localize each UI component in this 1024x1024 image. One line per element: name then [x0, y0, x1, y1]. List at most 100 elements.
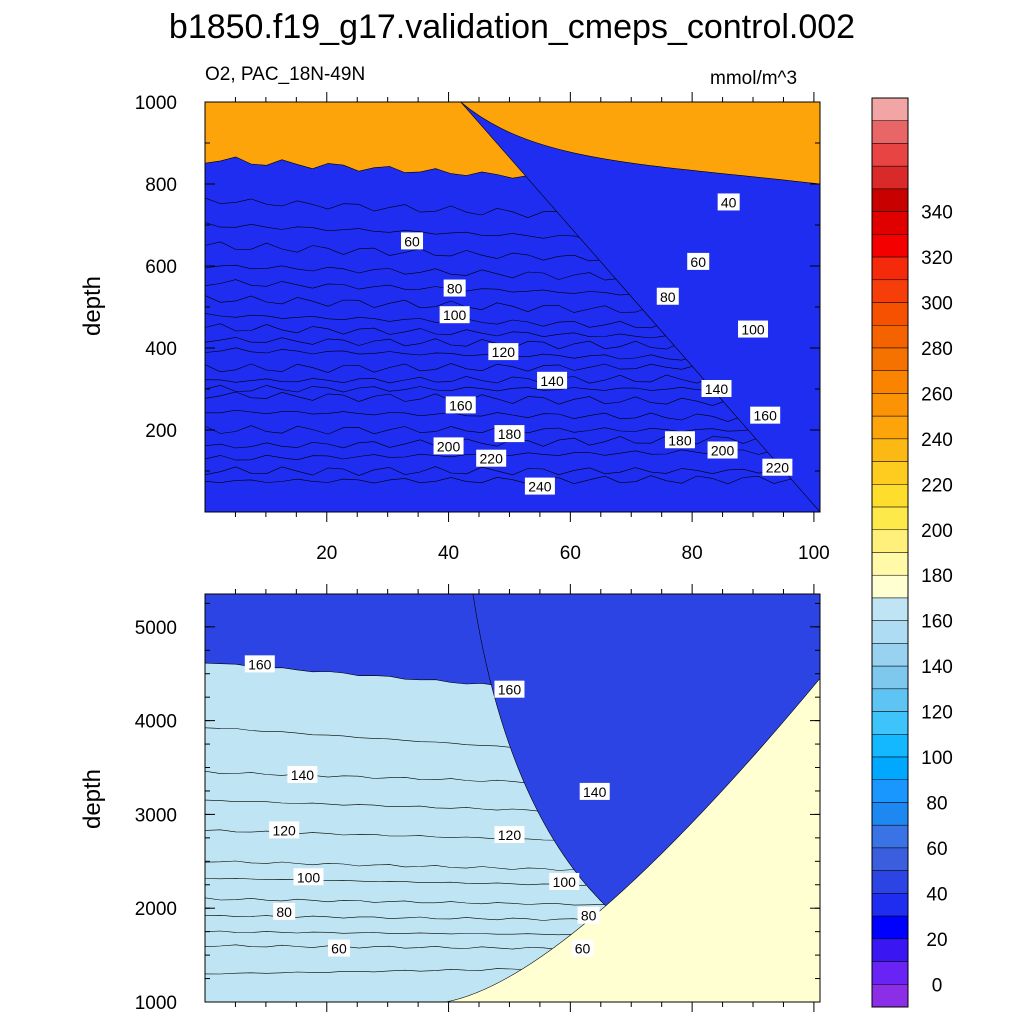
contour-label: 180: [498, 426, 522, 442]
contour-label-box: [327, 939, 350, 957]
contour-label-box: [244, 655, 275, 673]
colorbar-swatch: [871, 620, 909, 644]
colorbar-label: 280: [921, 339, 953, 360]
colorbar-label: 100: [921, 748, 953, 769]
colorbar-swatch: [871, 847, 909, 871]
contour-label: 60: [331, 941, 347, 957]
contour-label: 100: [553, 874, 577, 890]
contour-label: 200: [711, 443, 735, 459]
contour-label: 240: [528, 479, 552, 495]
colorbar-swatch: [871, 597, 909, 621]
colorbar-swatch: [871, 370, 909, 394]
colorbar-label: 60: [926, 839, 947, 860]
colorbar-swatch: [871, 165, 909, 190]
y-tick-label: 600: [145, 257, 177, 278]
colorbar-swatch: [871, 415, 909, 440]
contour-label: 120: [498, 827, 522, 843]
contour-label: 180: [668, 432, 692, 448]
colorbar-label: 260: [921, 384, 953, 405]
colorbar-swatch: [871, 325, 909, 349]
colorbar-swatch: [871, 734, 909, 758]
contour-label-box: [443, 279, 466, 297]
contour-label-box: [717, 193, 740, 211]
contour-label-box: [433, 437, 464, 455]
contour-label-box: [488, 343, 519, 361]
colorbar-swatch: [871, 688, 909, 712]
contour-label: 140: [540, 373, 564, 389]
contour-label-box: [269, 821, 300, 839]
colorbar-swatch: [871, 643, 909, 667]
colorbar-swatch: [871, 574, 909, 599]
contour-label-box: [445, 396, 476, 414]
contour-label-box: [273, 902, 296, 920]
contour-label-box: [537, 371, 568, 389]
colorbar-label: 140: [921, 657, 953, 678]
contour-label-box: [577, 906, 600, 924]
units-label: mmol/m^3: [710, 68, 798, 89]
contour-label: 160: [449, 397, 473, 413]
colorbar-swatch: [871, 279, 909, 303]
x-tick-label: 100: [798, 543, 830, 564]
y-tick-label: 3000: [135, 805, 177, 826]
contour-label: 100: [443, 307, 467, 323]
chart-title: b1850.f19_g17.validation_cmeps_control.0…: [168, 8, 856, 46]
colorbar-swatch: [871, 484, 909, 508]
contour-label-box: [401, 232, 424, 250]
colorbar-swatch: [871, 211, 909, 235]
isoline-230: [205, 466, 820, 476]
contour-label: 60: [690, 254, 706, 270]
colorbar-label: 180: [921, 566, 953, 587]
colorbar-swatch: [871, 461, 909, 485]
contour-label-box: [494, 425, 525, 443]
contour-label: 220: [480, 451, 504, 467]
contour-label-box: [287, 766, 318, 784]
contour-label-box: [738, 320, 769, 338]
colorbar-label: 80: [926, 793, 947, 814]
colorbar-swatch: [871, 347, 909, 371]
colorbar-swatch: [871, 552, 909, 576]
colorbar-swatch: [871, 802, 909, 826]
colorbar-swatch: [871, 915, 909, 940]
colorbar-swatch: [871, 120, 909, 144]
contour-label: 120: [272, 822, 296, 838]
contour-label: 160: [248, 656, 272, 672]
y-tick-label: 4000: [135, 712, 177, 733]
contour-label-box: [701, 380, 732, 397]
y-tick-label: 5000: [135, 618, 177, 639]
contour-label: 60: [575, 941, 591, 957]
colorbar-label: 240: [921, 430, 953, 451]
contour-label: 220: [766, 460, 790, 476]
y-tick-label: 400: [145, 339, 177, 360]
colorbar-swatch: [871, 302, 909, 326]
colorbar-swatch: [871, 188, 909, 212]
colorbar-label: 340: [921, 203, 953, 224]
colorbar-label: 320: [921, 248, 953, 269]
contour-label-box: [656, 287, 679, 305]
contour-label: 80: [276, 904, 292, 920]
y-tick-label: 2000: [135, 899, 177, 920]
contour-label: 60: [404, 233, 420, 249]
colorbar-swatch: [871, 256, 909, 281]
y-tick-label: 200: [145, 421, 177, 442]
contour-label: 80: [581, 908, 597, 924]
contour-label: 100: [297, 869, 321, 885]
colorbar-label: 20: [926, 930, 947, 951]
contour-label: 80: [660, 289, 676, 305]
contour-label: 80: [447, 281, 463, 297]
colorbar-swatch: [871, 984, 909, 1008]
contour-label-box: [579, 782, 610, 800]
panel-plot-area: [205, 594, 820, 1002]
y-tick-label: 1000: [135, 993, 177, 1014]
colorbar-swatch: [871, 97, 909, 121]
contour-label: 140: [705, 381, 729, 397]
colorbar-swatch: [871, 234, 909, 258]
colorbar-swatch: [871, 438, 909, 462]
maximum-region-inner-fill: [692, 1001, 820, 1002]
colorbar-swatch: [871, 756, 909, 781]
contour-label: 120: [492, 344, 516, 360]
contour-label-box: [762, 458, 793, 476]
colorbar-swatch: [871, 870, 909, 894]
panel-frame: [204, 593, 821, 1003]
colorbar-swatch: [871, 711, 909, 735]
contour-label-box: [524, 477, 555, 495]
